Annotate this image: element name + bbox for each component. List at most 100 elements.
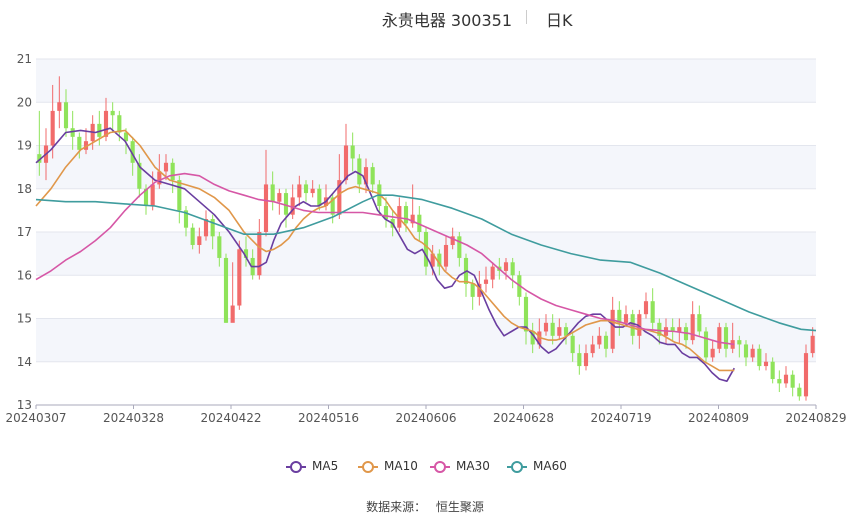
data-source-label: 数据来源： bbox=[366, 500, 427, 514]
candle-body bbox=[297, 184, 302, 198]
candle-body bbox=[183, 210, 189, 228]
candle-body bbox=[97, 123, 102, 137]
candle-body bbox=[470, 283, 475, 297]
candle-body bbox=[510, 262, 515, 276]
candle-body bbox=[337, 180, 342, 215]
candle-body bbox=[223, 257, 229, 323]
series-line-ma10 bbox=[35, 129, 735, 372]
candle-body bbox=[450, 236, 455, 245]
period-label: 日K bbox=[546, 11, 573, 30]
y-tick-label: 20 bbox=[17, 95, 32, 109]
candle-body bbox=[143, 188, 149, 207]
candle-body bbox=[123, 132, 129, 142]
candle-body bbox=[437, 253, 442, 267]
candle-body bbox=[657, 322, 662, 336]
candle-body bbox=[203, 219, 209, 237]
candle-body bbox=[443, 244, 449, 267]
y-tick-label: 18 bbox=[17, 182, 32, 196]
candle-body bbox=[163, 162, 169, 172]
candle-body bbox=[303, 184, 309, 194]
candle-body bbox=[230, 305, 235, 323]
candle-body bbox=[383, 206, 389, 220]
series-line-ma60 bbox=[35, 194, 817, 332]
legend-swatch bbox=[507, 461, 527, 473]
candle-body bbox=[503, 262, 509, 271]
candle-body bbox=[477, 283, 482, 297]
title-divider bbox=[526, 10, 527, 24]
candle-body bbox=[490, 266, 495, 280]
y-tick-label: 15 bbox=[17, 312, 32, 326]
candle-body bbox=[717, 327, 722, 349]
x-tick-label: 20240422 bbox=[200, 411, 261, 425]
candle-body bbox=[370, 167, 375, 185]
chart-title-row: 永贵电器 300351 日K bbox=[0, 4, 850, 30]
candle-body bbox=[763, 361, 769, 367]
candle-body bbox=[103, 110, 109, 137]
legend-swatch bbox=[358, 461, 378, 473]
candle-body bbox=[117, 115, 122, 133]
candle-body bbox=[670, 327, 675, 332]
candle-body bbox=[757, 348, 762, 367]
candle-body bbox=[563, 327, 569, 336]
candle-body bbox=[810, 335, 815, 354]
candle-body bbox=[723, 327, 729, 349]
chart-title: 永贵电器 300351 bbox=[381, 11, 512, 30]
candle-body bbox=[157, 171, 162, 185]
grid-band bbox=[36, 59, 816, 103]
candle-body bbox=[623, 314, 629, 323]
candle-body bbox=[257, 232, 262, 276]
x-tick-label: 20240516 bbox=[298, 411, 359, 425]
candle-body bbox=[83, 141, 89, 150]
y-tick-label: 21 bbox=[17, 52, 32, 66]
candle-body bbox=[343, 145, 349, 181]
y-tick-label: 19 bbox=[17, 139, 32, 153]
candle-body bbox=[243, 249, 249, 258]
candle-body bbox=[110, 110, 115, 116]
candle-body bbox=[610, 309, 615, 349]
candle-body bbox=[710, 348, 715, 358]
candle-body bbox=[130, 141, 135, 163]
candle-body bbox=[777, 379, 782, 384]
candle-body bbox=[363, 167, 369, 185]
candle-body bbox=[697, 314, 702, 332]
candle-body bbox=[770, 361, 775, 380]
candle-body bbox=[430, 253, 435, 267]
x-tick-label: 20240829 bbox=[785, 411, 846, 425]
candle-body bbox=[690, 314, 695, 341]
candle-body bbox=[743, 344, 749, 358]
x-tick-label: 20240809 bbox=[688, 411, 749, 425]
candle-body bbox=[557, 327, 562, 336]
candle-body bbox=[410, 214, 415, 224]
candle-body bbox=[210, 219, 215, 237]
candle-body bbox=[270, 184, 275, 202]
y-tick-label: 16 bbox=[17, 268, 32, 282]
candle-body bbox=[237, 249, 242, 306]
series-line-ma30 bbox=[35, 172, 735, 346]
candle-body bbox=[737, 340, 742, 345]
candle-body bbox=[537, 331, 542, 345]
y-tick-label: 17 bbox=[17, 225, 32, 239]
candle-body bbox=[523, 296, 529, 332]
candle-body bbox=[283, 193, 289, 215]
candle-body bbox=[310, 188, 315, 194]
candle-body bbox=[590, 344, 595, 354]
x-tick-label: 20240307 bbox=[5, 411, 66, 425]
candle-body bbox=[317, 188, 322, 207]
candle-body bbox=[643, 301, 649, 315]
candle-body bbox=[50, 110, 55, 146]
series-line-ma5 bbox=[35, 127, 735, 383]
candle-body bbox=[783, 374, 789, 384]
candle-body bbox=[277, 193, 282, 202]
x-tick-label: 20240719 bbox=[590, 411, 651, 425]
candle-body bbox=[403, 206, 409, 224]
chart-legend: MA5 MA10 MA30 MA60 bbox=[0, 458, 850, 478]
candle-body bbox=[70, 128, 75, 137]
candle-body bbox=[150, 184, 155, 207]
candle-body bbox=[357, 158, 362, 185]
candle-body bbox=[583, 353, 589, 367]
candle-body bbox=[77, 136, 82, 150]
candle-body bbox=[290, 197, 295, 215]
candle-body bbox=[197, 236, 202, 245]
candle-body bbox=[617, 309, 622, 323]
candle-body bbox=[637, 314, 642, 336]
